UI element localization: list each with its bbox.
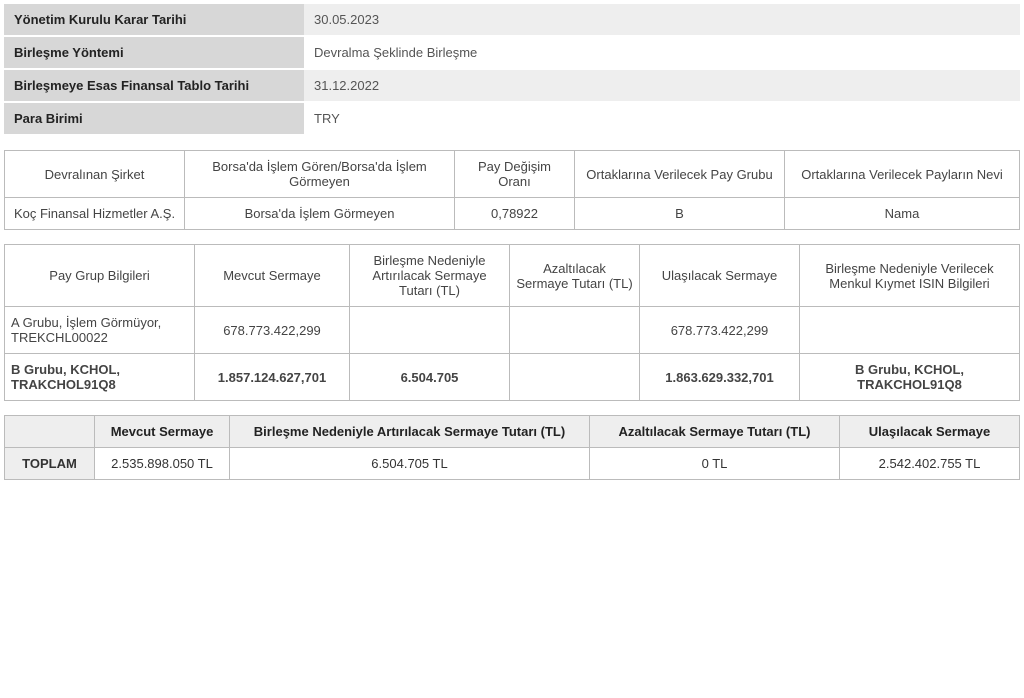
cell: 678.773.422,299 bbox=[195, 307, 350, 354]
cell bbox=[800, 307, 1020, 354]
cell: Koç Finansal Hizmetler A.Ş. bbox=[5, 198, 185, 230]
kv-label: Birleşmeye Esas Finansal Tablo Tarihi bbox=[4, 69, 304, 102]
cell: 6.504.705 TL bbox=[230, 448, 590, 480]
col-header: Azaltılacak Sermaye Tutarı (TL) bbox=[510, 245, 640, 307]
cell: 1.863.629.332,701 bbox=[640, 354, 800, 401]
col-header: Borsa'da İşlem Gören/Borsa'da İşlem Görm… bbox=[185, 151, 455, 198]
col-header: Mevcut Sermaye bbox=[195, 245, 350, 307]
cell: B Grubu, KCHOL, TRAKCHOL91Q8 bbox=[5, 354, 195, 401]
cell: 0,78922 bbox=[455, 198, 575, 230]
col-header: Pay Değişim Oranı bbox=[455, 151, 575, 198]
cell: 6.504.705 bbox=[350, 354, 510, 401]
cell: B bbox=[575, 198, 785, 230]
col-header: Mevcut Sermaye bbox=[95, 416, 230, 448]
col-header: Birleşme Nedeniyle Artırılacak Sermaye T… bbox=[230, 416, 590, 448]
cell: A Grubu, İşlem Görmüyor, TREKCHL00022 bbox=[5, 307, 195, 354]
totals-table: Mevcut Sermaye Birleşme Nedeniyle Artırı… bbox=[4, 415, 1020, 480]
col-header: Pay Grup Bilgileri bbox=[5, 245, 195, 307]
col-header: Devralınan Şirket bbox=[5, 151, 185, 198]
col-header: Ortaklarına Verilecek Pay Grubu bbox=[575, 151, 785, 198]
col-header: Ortaklarına Verilecek Payların Nevi bbox=[785, 151, 1020, 198]
cell bbox=[510, 307, 640, 354]
kv-value: TRY bbox=[304, 102, 1020, 135]
kv-label: Birleşme Yöntemi bbox=[4, 36, 304, 69]
col-header-blank bbox=[5, 416, 95, 448]
col-header: Ulaşılacak Sermaye bbox=[640, 245, 800, 307]
cell: 678.773.422,299 bbox=[640, 307, 800, 354]
cell bbox=[350, 307, 510, 354]
info-summary-table: Yönetim Kurulu Karar Tarihi 30.05.2023 B… bbox=[4, 4, 1020, 136]
totals-row-label: TOPLAM bbox=[5, 448, 95, 480]
share-groups-table: Pay Grup Bilgileri Mevcut Sermaye Birleş… bbox=[4, 244, 1020, 401]
kv-value: Devralma Şeklinde Birleşme bbox=[304, 36, 1020, 69]
cell: Nama bbox=[785, 198, 1020, 230]
kv-label: Yönetim Kurulu Karar Tarihi bbox=[4, 4, 304, 36]
col-header: Birleşme Nedeniyle Verilecek Menkul Kıym… bbox=[800, 245, 1020, 307]
kv-value: 30.05.2023 bbox=[304, 4, 1020, 36]
cell: B Grubu, KCHOL, TRAKCHOL91Q8 bbox=[800, 354, 1020, 401]
cell: 0 TL bbox=[590, 448, 840, 480]
cell: Borsa'da İşlem Görmeyen bbox=[185, 198, 455, 230]
col-header: Azaltılacak Sermaye Tutarı (TL) bbox=[590, 416, 840, 448]
cell: 2.535.898.050 TL bbox=[95, 448, 230, 480]
kv-value: 31.12.2022 bbox=[304, 69, 1020, 102]
col-header: Ulaşılacak Sermaye bbox=[840, 416, 1020, 448]
cell bbox=[510, 354, 640, 401]
cell: 1.857.124.627,701 bbox=[195, 354, 350, 401]
kv-label: Para Birimi bbox=[4, 102, 304, 135]
col-header: Birleşme Nedeniyle Artırılacak Sermaye T… bbox=[350, 245, 510, 307]
cell: 2.542.402.755 TL bbox=[840, 448, 1020, 480]
acquired-company-table: Devralınan Şirket Borsa'da İşlem Gören/B… bbox=[4, 150, 1020, 230]
